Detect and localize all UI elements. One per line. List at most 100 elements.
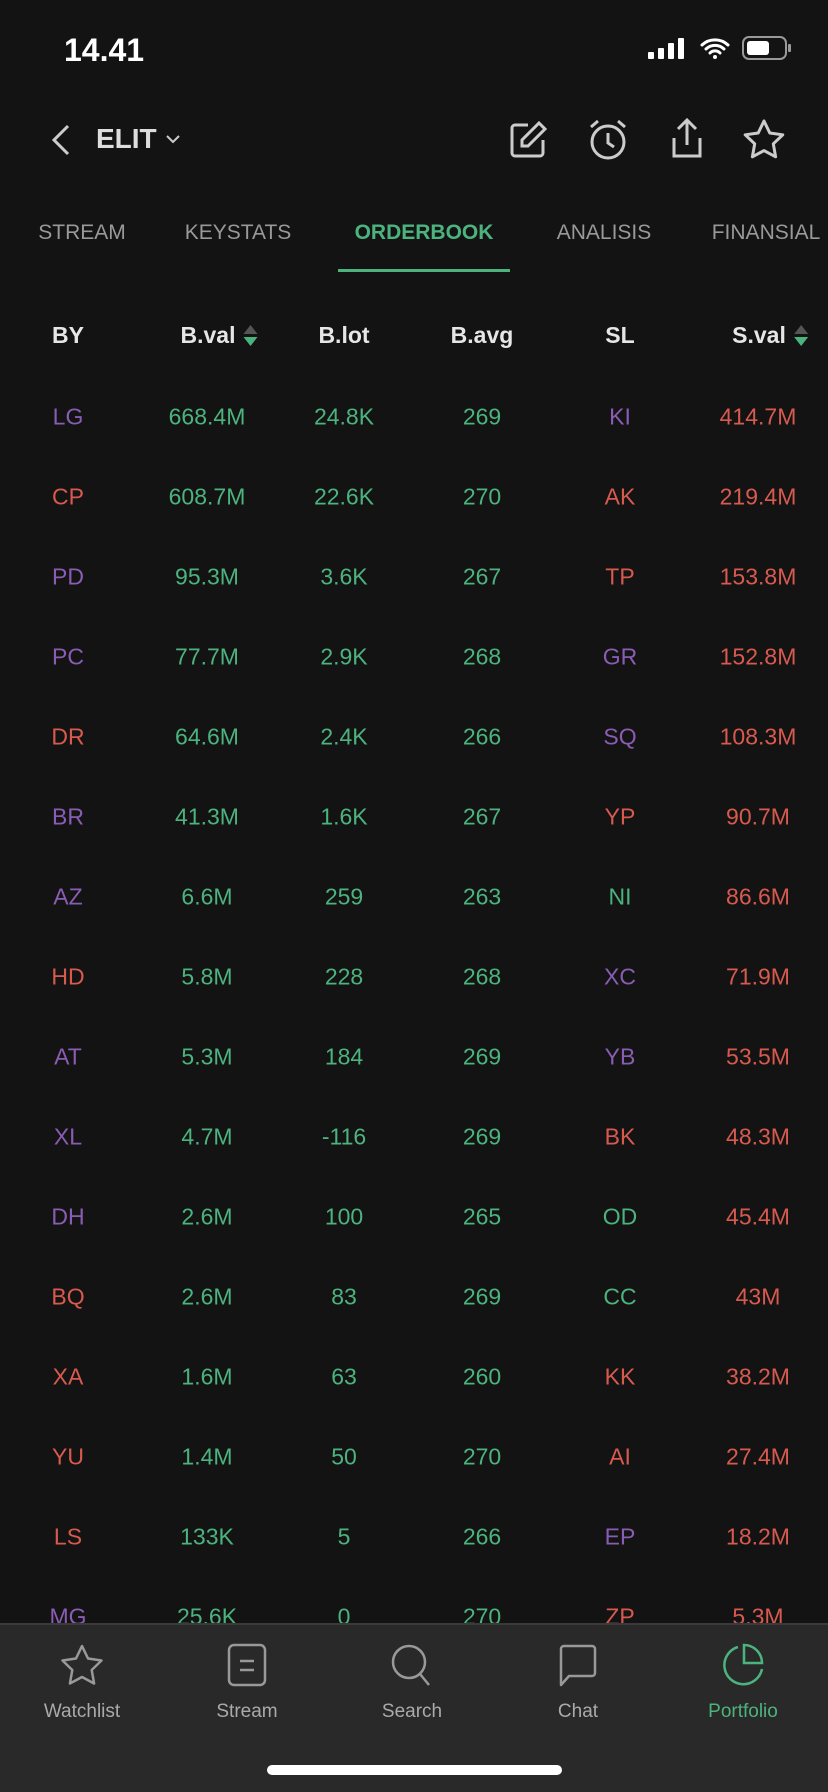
buyer-code[interactable]: DR xyxy=(51,723,85,750)
buy-lot: 24.8K xyxy=(313,403,375,430)
seller-code[interactable]: CC xyxy=(603,1283,637,1310)
star-icon[interactable] xyxy=(742,118,786,160)
buyer-code[interactable]: BR xyxy=(52,803,84,830)
buyer-code[interactable]: LG xyxy=(52,403,84,430)
pie-chart-icon xyxy=(723,1643,764,1686)
edit-icon[interactable] xyxy=(508,120,548,160)
buyer-code[interactable]: HD xyxy=(51,963,85,990)
buy-value: 64.6M xyxy=(175,723,239,750)
buyer-code[interactable]: PC xyxy=(52,643,84,670)
buy-avg: 263 xyxy=(462,883,502,910)
seller-code[interactable]: BK xyxy=(604,1123,636,1150)
seller-code[interactable]: YB xyxy=(604,1043,636,1070)
buy-value: 1.4M xyxy=(181,1443,233,1470)
buy-lot: 184 xyxy=(324,1043,364,1070)
column-label: B.val xyxy=(180,322,236,348)
buy-lot: 1.6K xyxy=(320,803,368,830)
seller-code[interactable]: KK xyxy=(604,1363,636,1390)
column-header-b-val[interactable]: B.val xyxy=(181,322,258,349)
seller-code[interactable]: KI xyxy=(609,403,631,430)
buy-avg: 270 xyxy=(462,1443,502,1470)
buy-avg: 269 xyxy=(462,1123,502,1150)
seller-code[interactable]: EP xyxy=(604,1523,636,1550)
signal-icon xyxy=(648,38,684,59)
seller-code[interactable]: NI xyxy=(608,883,632,910)
buy-value: 5.8M xyxy=(181,963,233,990)
back-icon[interactable] xyxy=(50,124,72,156)
buy-value: 133K xyxy=(180,1523,234,1550)
buy-avg: 265 xyxy=(462,1203,502,1230)
buy-avg: 267 xyxy=(462,803,502,830)
seller-code[interactable]: GR xyxy=(602,643,638,670)
buy-value: 668.4M xyxy=(168,403,246,430)
buy-value: 2.6M xyxy=(181,1283,233,1310)
alarm-icon[interactable] xyxy=(587,118,629,162)
tab-orderbook[interactable]: ORDERBOOK xyxy=(354,221,494,244)
status-time: 14.41 xyxy=(64,32,145,68)
nav-bar: ELIT xyxy=(0,110,828,170)
buy-lot: 100 xyxy=(324,1203,364,1230)
chevron-down-icon xyxy=(165,135,180,144)
seller-code[interactable]: YP xyxy=(604,803,636,830)
buyer-code[interactable]: DH xyxy=(51,1203,85,1230)
buy-lot: -116 xyxy=(321,1123,367,1150)
sell-value: 38.2M xyxy=(726,1363,790,1390)
seller-code[interactable]: AK xyxy=(604,483,636,510)
buyer-code[interactable]: AT xyxy=(54,1043,82,1070)
sort-icon xyxy=(243,325,258,346)
sell-value: 71.9M xyxy=(726,963,790,990)
buyer-code[interactable]: XL xyxy=(53,1123,83,1150)
ticker-selector[interactable]: ELIT xyxy=(96,123,181,155)
seller-code[interactable]: XC xyxy=(604,963,636,990)
buyer-code[interactable]: CP xyxy=(52,483,84,510)
home-indicator[interactable] xyxy=(267,1765,562,1775)
column-label: B.lot xyxy=(318,322,370,348)
nav-chat[interactable]: Chat xyxy=(508,1643,648,1723)
sell-value: 45.4M xyxy=(726,1203,790,1230)
column-header-s-val[interactable]: S.val xyxy=(732,322,808,349)
buy-avg: 269 xyxy=(462,1043,502,1070)
star-icon xyxy=(61,1644,103,1685)
nav-label: Search xyxy=(381,1701,443,1722)
buy-value: 41.3M xyxy=(175,803,239,830)
nav-search[interactable]: Search xyxy=(342,1643,482,1723)
buy-value: 6.6M xyxy=(181,883,233,910)
column-header-by: BY xyxy=(52,322,84,349)
buy-lot: 2.9K xyxy=(320,643,368,670)
buy-lot: 50 xyxy=(331,1443,357,1470)
sell-value: 86.6M xyxy=(726,883,790,910)
nav-stream[interactable]: Stream xyxy=(177,1643,317,1723)
buyer-code[interactable]: AZ xyxy=(53,883,83,910)
nav-portfolio[interactable]: Portfolio xyxy=(673,1643,813,1723)
share-icon[interactable] xyxy=(670,118,704,160)
seller-code[interactable]: SQ xyxy=(603,723,637,750)
sell-value: 414.7M xyxy=(719,403,797,430)
nav-watchlist[interactable]: Watchlist xyxy=(12,1643,152,1723)
buy-value: 95.3M xyxy=(175,563,239,590)
buyer-code[interactable]: LS xyxy=(53,1523,83,1550)
buy-avg: 269 xyxy=(462,403,502,430)
sell-value: 18.2M xyxy=(726,1523,790,1550)
sell-value: 43M xyxy=(735,1283,781,1310)
tab-analisis[interactable]: ANALISIS xyxy=(556,221,652,244)
ticker-label: ELIT xyxy=(96,123,157,154)
tab-stream[interactable]: STREAM xyxy=(38,221,126,244)
buy-value: 1.6M xyxy=(181,1363,233,1390)
buy-avg: 269 xyxy=(462,1283,502,1310)
buyer-code[interactable]: YU xyxy=(52,1443,84,1470)
buy-value: 2.6M xyxy=(181,1203,233,1230)
nav-label: Watchlist xyxy=(43,1701,121,1722)
seller-code[interactable]: TP xyxy=(605,563,635,590)
sell-value: 108.3M xyxy=(719,723,797,750)
seller-code[interactable]: OD xyxy=(602,1203,638,1230)
active-tab-indicator xyxy=(338,269,510,272)
battery-icon xyxy=(742,36,791,60)
tab-keystats[interactable]: KEYSTATS xyxy=(184,221,292,244)
column-label: B.avg xyxy=(450,322,514,348)
buy-avg: 266 xyxy=(462,723,502,750)
buyer-code[interactable]: PD xyxy=(52,563,84,590)
tab-finansial[interactable]: FINANSIAL xyxy=(711,221,821,244)
buyer-code[interactable]: XA xyxy=(52,1363,84,1390)
seller-code[interactable]: AI xyxy=(609,1443,631,1470)
buyer-code[interactable]: BQ xyxy=(51,1283,85,1310)
